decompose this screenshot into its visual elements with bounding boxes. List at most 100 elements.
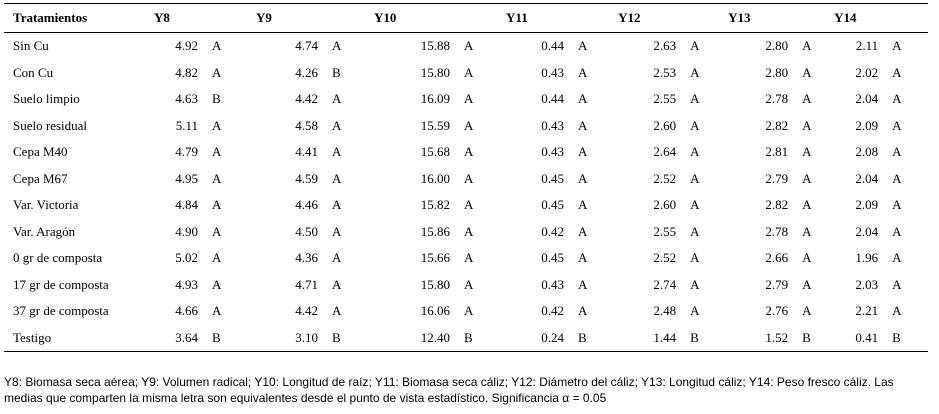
mean-value: 4.41 [295, 144, 319, 160]
table-row: Cepa M67 4.95 A 4.59 A 16.00 A 0.45 A 2.52 A 2.79 A 2… [4, 166, 928, 193]
mean-value: 2.04 [855, 91, 879, 107]
treatment-name: Cepa M67 [13, 170, 68, 186]
mean-value: 2.63 [653, 38, 677, 54]
significance-letter: B [878, 324, 929, 352]
significance-letter: A [332, 250, 342, 266]
table-row: 17 gr de composta 4.93 A 4.71 A 15.80 A 0.43 A 2.… [4, 272, 928, 299]
header-row: Tratamientos Y8 Y9 Y10 Y11 Y12 Y13 Y14 [4, 3, 929, 33]
significance-letter: A [892, 117, 902, 133]
significance-letter: A [578, 117, 588, 133]
mean-value: 4.90 [175, 223, 198, 239]
significance-letter: A [464, 144, 474, 160]
mean-value: 2.80 [765, 38, 789, 54]
significance-letter: A [892, 144, 902, 160]
mean-value: 2.82 [765, 197, 789, 213]
mean-value: 15.80 [420, 64, 451, 80]
treatment-name: Cepa M40 [13, 144, 68, 160]
mean-value: 2.48 [653, 303, 677, 319]
table-row: Cepa M40 4.79 A 4.41 A 15.68 A 0.43 A 2.64 A 2.81 A 2… [4, 139, 928, 166]
mean-value: 2.82 [765, 117, 789, 133]
mean-value: 4.58 [295, 117, 319, 133]
treatment-name: Sin Cu [13, 38, 49, 54]
significance-letter: A [578, 250, 588, 266]
mean-value: 2.55 [653, 91, 677, 107]
mean-value: 1.44 [618, 324, 677, 352]
mean-value: 15.82 [420, 197, 451, 213]
mean-value: 2.60 [653, 117, 677, 133]
mean-value: 2.74 [653, 276, 677, 292]
significance-letter: B [198, 324, 257, 352]
mean-value: 2.52 [653, 250, 677, 266]
results-table-container: Tratamientos Y8 Y9 Y10 Y11 Y12 Y13 Y14 S… [4, 3, 929, 352]
mean-value: 16.06 [420, 303, 451, 319]
significance-letter: A [578, 64, 588, 80]
header-y8: Y8 [154, 3, 257, 33]
mean-value: 15.86 [420, 223, 451, 239]
significance-letter: A [212, 276, 222, 292]
significance-letter: A [578, 144, 588, 160]
mean-value: 4.50 [295, 223, 319, 239]
significance-letter: A [578, 91, 588, 107]
mean-value: 4.42 [295, 303, 319, 319]
mean-value: 2.21 [855, 303, 879, 319]
header-y13: Y13 [728, 3, 835, 33]
table-row: Testigo 3.64 B 3.10 B 12.40 B 0.24 B 1.44 B 1.52 B 0.… [4, 324, 929, 352]
results-table: Tratamientos Y8 Y9 Y10 Y11 Y12 Y13 Y14 S… [4, 3, 929, 352]
mean-value: 0.45 [541, 170, 565, 186]
mean-value: 0.43 [541, 117, 565, 133]
significance-letter: A [802, 117, 812, 133]
mean-value: 4.63 [175, 91, 198, 107]
mean-value: 4.26 [295, 64, 319, 80]
significance-letter: B [450, 324, 507, 352]
treatment-name: Var. Aragón [13, 223, 76, 239]
significance-letter: A [690, 38, 700, 54]
mean-value: 2.80 [765, 64, 789, 80]
significance-letter: A [802, 197, 812, 213]
treatment-name: Var. Victoria [13, 197, 79, 213]
significance-letter: A [690, 250, 700, 266]
significance-letter: A [212, 64, 222, 80]
significance-letter: A [690, 197, 700, 213]
mean-value: 2.52 [653, 170, 677, 186]
header-y9: Y9 [256, 3, 375, 33]
mean-value: 0.24 [506, 324, 565, 352]
significance-letter: A [332, 91, 342, 107]
mean-value: 4.66 [175, 303, 198, 319]
significance-letter: A [332, 117, 342, 133]
mean-value: 4.82 [175, 64, 198, 80]
mean-value: 0.43 [541, 276, 565, 292]
significance-letter: A [892, 197, 902, 213]
significance-letter: A [892, 250, 902, 266]
header-tratamientos: Tratamientos [4, 3, 154, 33]
mean-value: 0.45 [541, 250, 565, 266]
significance-letter: A [332, 38, 342, 54]
significance-letter: A [578, 38, 588, 54]
mean-value: 0.44 [541, 91, 565, 107]
significance-letter: A [464, 223, 474, 239]
significance-letter: A [578, 197, 588, 213]
significance-letter: A [892, 276, 902, 292]
significance-letter: A [690, 276, 700, 292]
significance-letter: A [802, 144, 812, 160]
significance-letter: B [318, 324, 375, 352]
mean-value: 0.42 [541, 223, 565, 239]
mean-value: 4.84 [175, 197, 198, 213]
significance-letter: A [332, 276, 342, 292]
mean-value: 2.03 [855, 276, 879, 292]
significance-letter: A [332, 144, 342, 160]
mean-value: 15.59 [420, 117, 451, 133]
treatment-name: Suelo residual [13, 117, 88, 133]
significance-letter: A [464, 170, 474, 186]
mean-value: 3.10 [256, 324, 319, 352]
table-body: Sin Cu 4.92 A 4.74 A 15.88 A 0.44 A 2.63 A 2.80 A 2.1… [4, 33, 929, 352]
significance-letter: A [212, 223, 222, 239]
significance-letter: A [212, 250, 222, 266]
mean-value: 2.53 [653, 64, 677, 80]
significance-letter: A [464, 276, 474, 292]
significance-letter: A [892, 38, 902, 54]
significance-letter: A [802, 223, 812, 239]
significance-letter: A [892, 91, 902, 107]
significance-letter: A [332, 197, 342, 213]
significance-letter: B [564, 324, 619, 352]
mean-value: 2.04 [855, 170, 879, 186]
